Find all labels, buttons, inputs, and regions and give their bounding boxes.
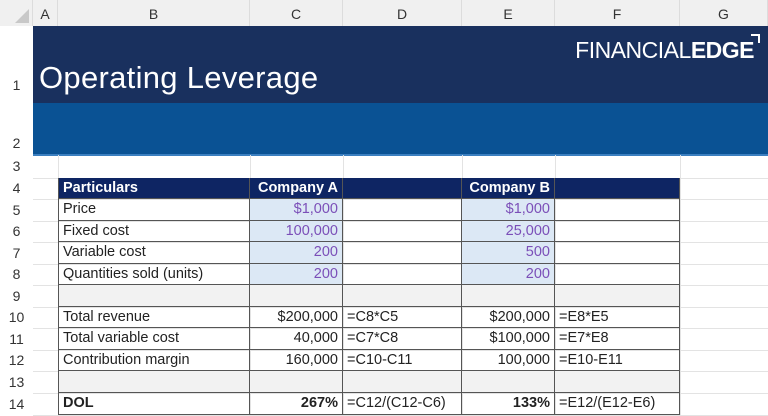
row-header-3[interactable]: 3 [0,155,33,178]
spacer-cell[interactable] [250,285,343,307]
formula-company-b[interactable]: =E7*E8 [555,328,680,350]
dol-company-b[interactable]: 133% [462,393,555,415]
header-particulars[interactable]: Particulars [58,178,250,199]
input-label[interactable]: Variable cost [58,242,250,264]
input-company-b[interactable]: $1,000 [462,199,555,221]
row-header-11[interactable]: 11 [0,328,33,350]
row-header-6[interactable]: 6 [0,221,33,242]
spacer-cell[interactable] [58,285,250,307]
formula-company-a[interactable]: =C8*C5 [343,307,462,328]
calc-company-a[interactable]: 40,000 [250,328,343,350]
formula-company-b[interactable]: =E8*E5 [555,307,680,328]
input-company-b[interactable]: 200 [462,264,555,285]
row-header-13[interactable]: 13 [0,371,33,393]
input-company-b[interactable]: 25,000 [462,221,555,242]
row-header-9[interactable]: 9 [0,285,33,307]
spacer-cell[interactable] [462,285,555,307]
formula-company-a[interactable]: =C7*C8 [343,328,462,350]
blank-cell[interactable] [555,264,680,285]
calc-company-b[interactable]: $200,000 [462,307,555,328]
row-header-5[interactable]: 5 [0,199,33,221]
input-label[interactable]: Price [58,199,250,221]
blank-cell[interactable] [555,199,680,221]
spacer-cell[interactable] [343,371,462,393]
header-company-a[interactable]: Company A [250,178,343,199]
header-company-b[interactable]: Company B [462,178,555,199]
row-header-12[interactable]: 12 [0,350,33,371]
input-label[interactable]: Quantities sold (units) [58,264,250,285]
spacer-cell[interactable] [555,371,680,393]
dol-label[interactable]: DOL [58,393,250,415]
row-header-8[interactable]: 8 [0,264,33,285]
input-company-a[interactable]: 200 [250,242,343,264]
financial-edge-logo: FINANCIALEDGE [575,34,760,64]
page-title: Operating Leverage [39,60,319,95]
row-header-1[interactable]: 1 [0,26,33,103]
calc-label[interactable]: Total revenue [58,307,250,328]
row-header-10[interactable]: 10 [0,307,33,328]
row-header-7[interactable]: 7 [0,242,33,264]
spacer-cell[interactable] [343,285,462,307]
blank-cell[interactable] [343,264,462,285]
title-banner [33,26,768,103]
spacer-cell[interactable] [555,285,680,307]
input-company-a[interactable]: 100,000 [250,221,343,242]
row-header-4[interactable]: 4 [0,178,33,199]
row-header-2[interactable]: 2 [0,103,33,155]
input-label[interactable]: Fixed cost [58,221,250,242]
spacer-cell[interactable] [58,371,250,393]
formula-company-a[interactable]: =C10-C11 [343,350,462,371]
dol-formula-b[interactable]: =E12/(E12-E6) [555,393,680,415]
blank-cell[interactable] [555,242,680,264]
blank-cell[interactable] [343,199,462,221]
column-header-e[interactable]: E [462,0,555,26]
input-company-a[interactable]: $1,000 [250,199,343,221]
row-header-14[interactable]: 14 [0,393,33,415]
header-blank-d[interactable] [343,178,462,199]
input-company-a[interactable]: 200 [250,264,343,285]
dol-company-a[interactable]: 267% [250,393,343,415]
calc-company-a[interactable]: $200,000 [250,307,343,328]
column-header-d[interactable]: D [343,0,462,26]
calc-label[interactable]: Contribution margin [58,350,250,371]
blank-cell[interactable] [555,221,680,242]
calc-label[interactable]: Total variable cost [58,328,250,350]
select-all-button[interactable] [0,0,33,26]
column-header-a[interactable]: A [33,0,58,26]
spacer-cell[interactable] [250,371,343,393]
blank-cell[interactable] [343,242,462,264]
column-header-b[interactable]: B [58,0,250,26]
column-header-f[interactable]: F [555,0,680,26]
calc-company-a[interactable]: 160,000 [250,350,343,371]
calc-company-b[interactable]: $100,000 [462,328,555,350]
formula-company-b[interactable]: =E10-E11 [555,350,680,371]
header-blank-f[interactable] [555,178,680,199]
column-header-c[interactable]: C [250,0,343,26]
subtitle-banner [33,103,768,156]
input-company-b[interactable]: 500 [462,242,555,264]
calc-company-b[interactable]: 100,000 [462,350,555,371]
dol-formula-a[interactable]: =C12/(C12-C6) [343,393,462,415]
spacer-cell[interactable] [462,371,555,393]
column-header-g[interactable]: G [680,0,768,26]
blank-cell[interactable] [343,221,462,242]
